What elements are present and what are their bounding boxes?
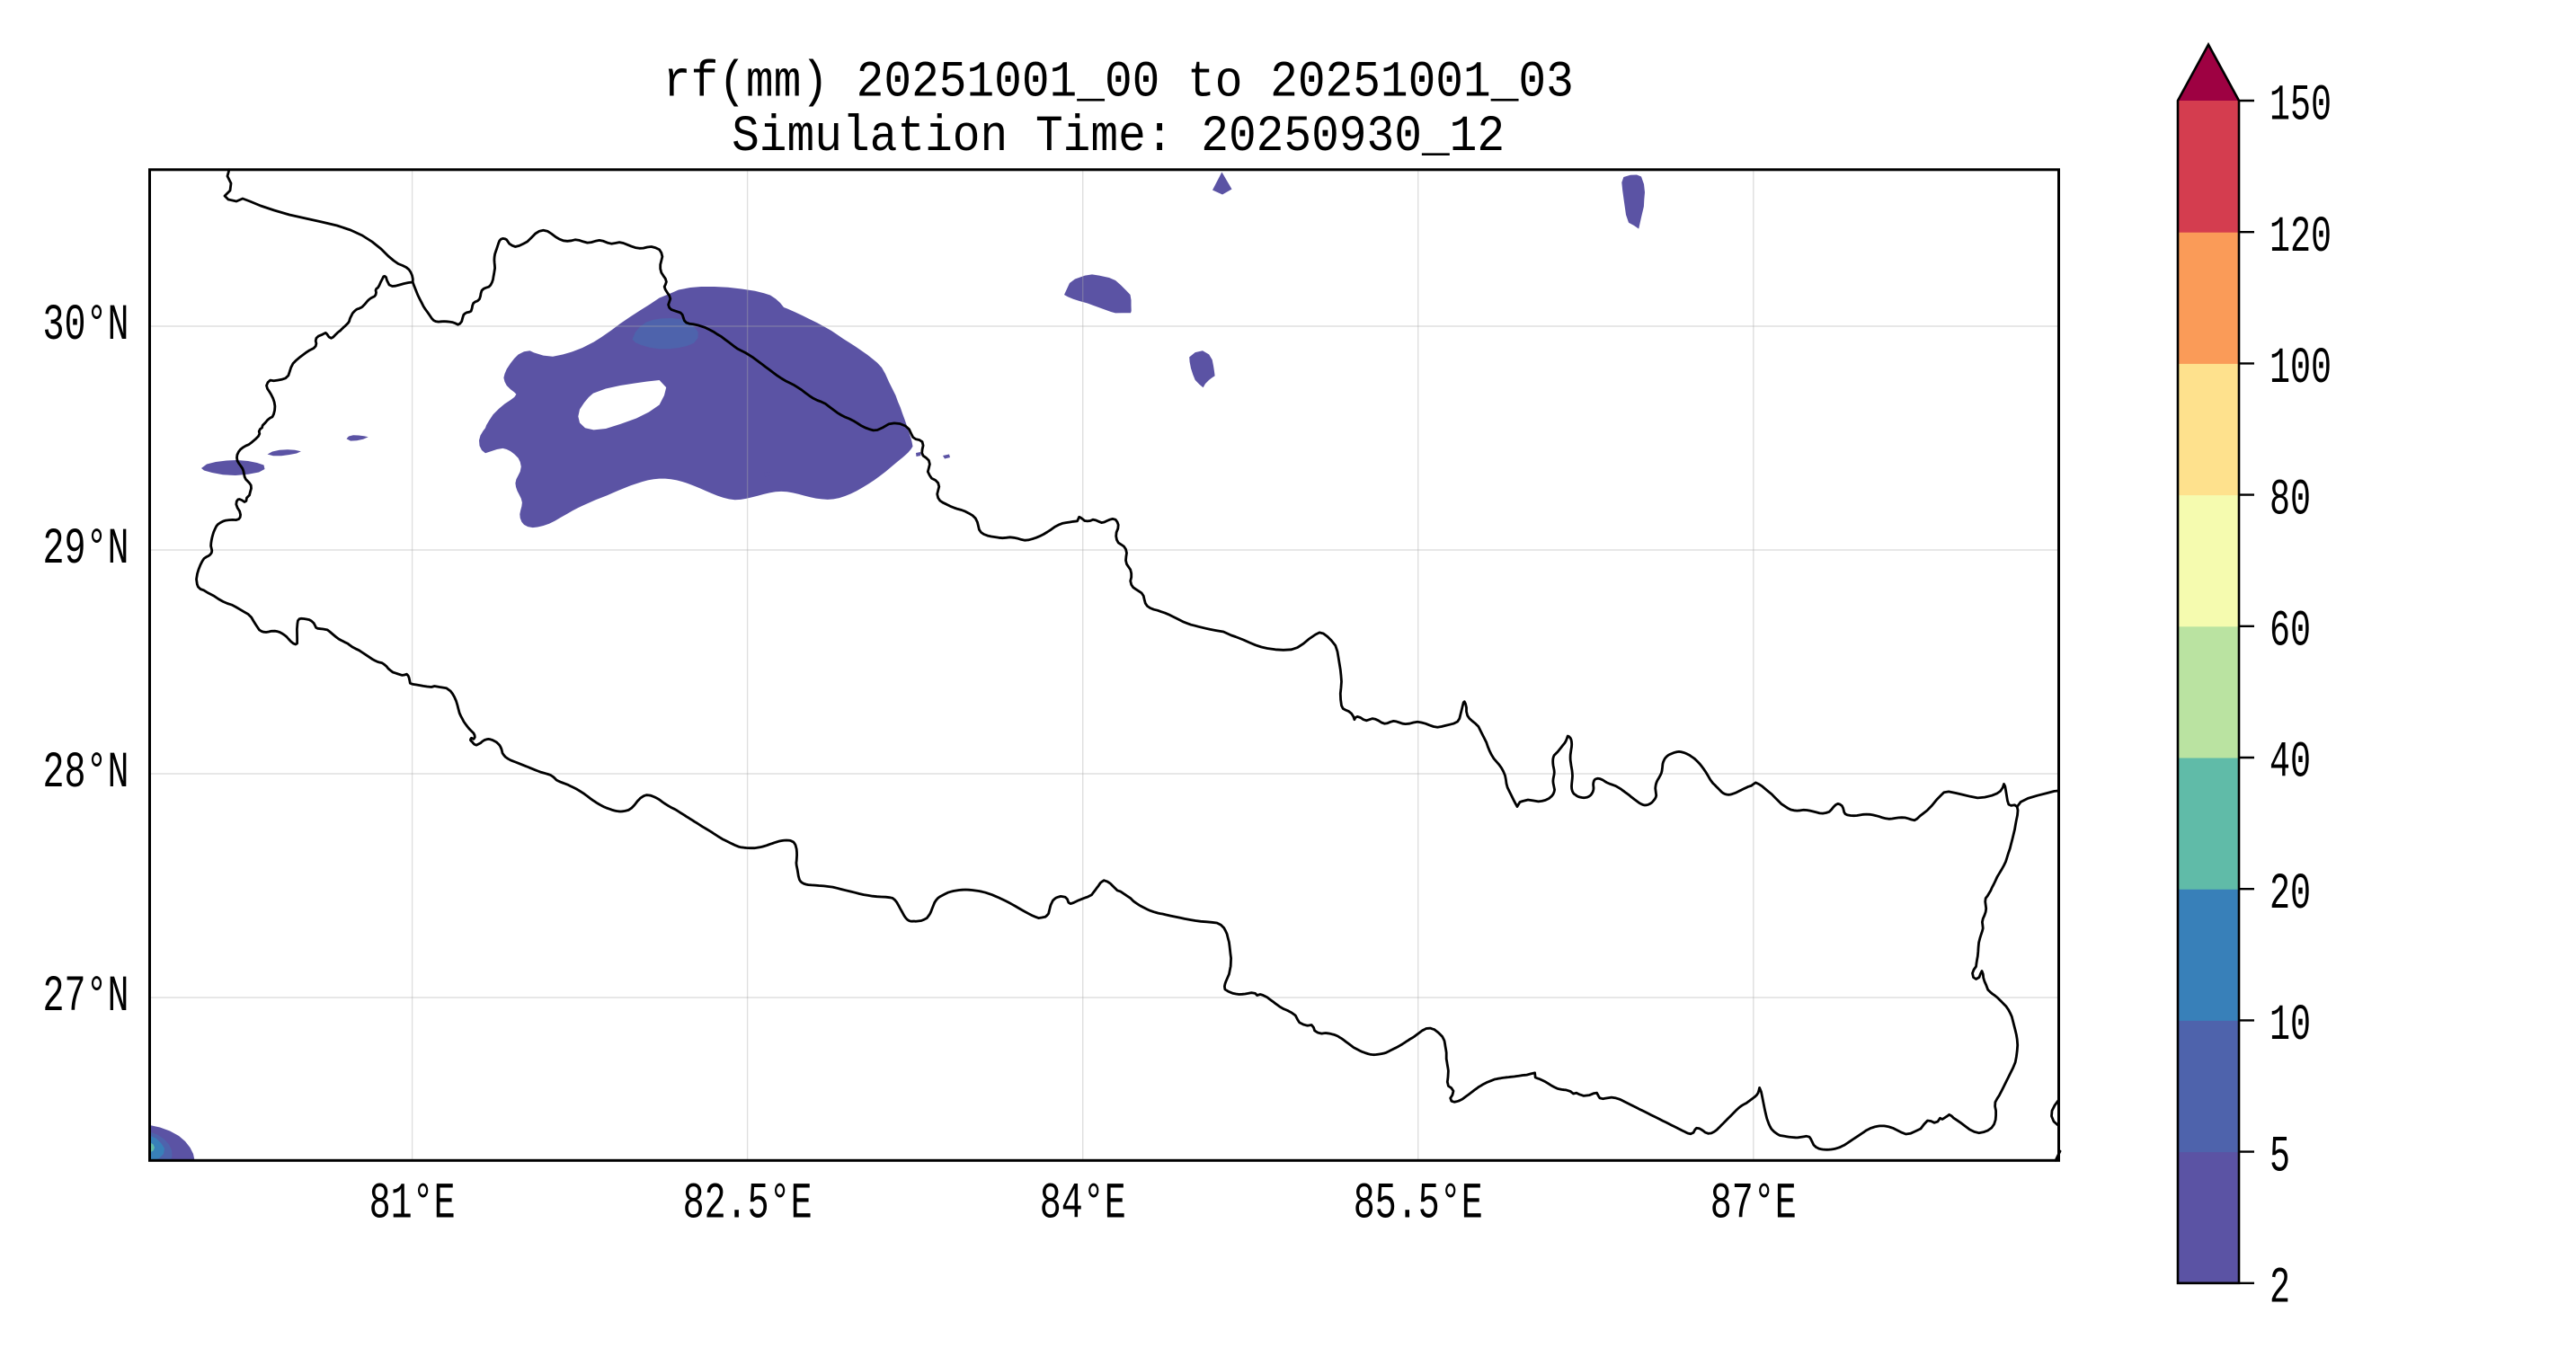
svg-text:Simulation Time: 20250930_12: Simulation Time: 20250930_12: [732, 109, 1505, 166]
svg-text:27°N: 27°N: [43, 969, 129, 1026]
svg-text:150: 150: [2270, 78, 2332, 136]
svg-text:10: 10: [2270, 998, 2311, 1055]
svg-text:120: 120: [2270, 209, 2332, 267]
svg-text:30°N: 30°N: [43, 297, 129, 355]
svg-text:81°E: 81°E: [369, 1176, 456, 1234]
svg-text:5: 5: [2270, 1129, 2290, 1186]
svg-text:28°N: 28°N: [43, 745, 129, 803]
svg-text:82.5°E: 82.5°E: [683, 1176, 813, 1234]
svg-text:2: 2: [2270, 1261, 2290, 1318]
svg-text:rf(mm) 20251001_00 to 20251001: rf(mm) 20251001_00 to 20251001_03: [663, 55, 1574, 112]
svg-text:29°N: 29°N: [43, 521, 129, 579]
svg-text:60: 60: [2270, 604, 2311, 661]
svg-text:84°E: 84°E: [1040, 1176, 1126, 1234]
svg-text:40: 40: [2270, 735, 2311, 793]
svg-text:100: 100: [2270, 341, 2332, 398]
svg-text:85.5°E: 85.5°E: [1354, 1176, 1483, 1234]
svg-text:87°E: 87°E: [1710, 1176, 1797, 1234]
svg-text:20: 20: [2270, 866, 2311, 924]
svg-text:80: 80: [2270, 472, 2311, 529]
